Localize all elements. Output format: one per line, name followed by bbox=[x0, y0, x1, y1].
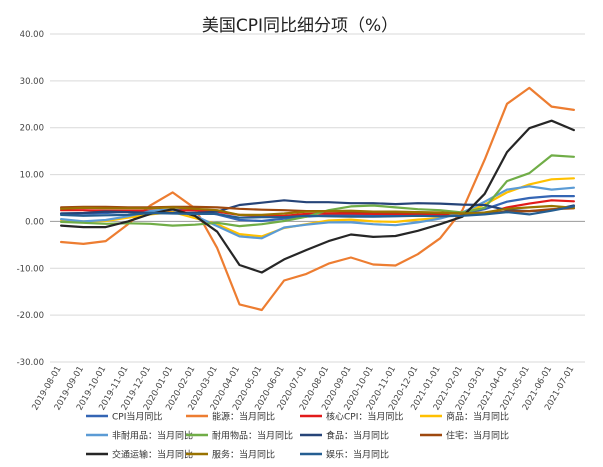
legend-label: 娱乐：当月同比 bbox=[326, 449, 389, 461]
legend-label: 能源：当月同比 bbox=[212, 411, 275, 423]
y-axis-ticks: 40.00 30.00 20.00 10.00 0.00 -10.00 -20.00 -30.… bbox=[17, 30, 44, 368]
y-tick-label: 0.00 bbox=[25, 217, 44, 227]
series-lines bbox=[59, 86, 576, 312]
legend-label: 商品：当月同比 bbox=[446, 411, 509, 423]
series-line bbox=[59, 154, 576, 228]
chart-title: 美国CPI同比细分项（%） bbox=[202, 16, 398, 36]
y-tick-label: -20.00 bbox=[17, 311, 44, 321]
y-tick-label: 30.00 bbox=[20, 77, 44, 87]
legend-label: CPI当月同比 bbox=[112, 411, 162, 423]
legend-label: 非耐用品：当月同比 bbox=[112, 430, 193, 442]
y-tick-label: -30.00 bbox=[17, 358, 44, 368]
legend-label: 交通运输：当月同比 bbox=[112, 449, 193, 461]
series-line bbox=[59, 204, 576, 216]
legend-label: 服务：当月同比 bbox=[212, 449, 275, 461]
series-line bbox=[59, 119, 576, 274]
y-tick-label: 10.00 bbox=[20, 171, 44, 181]
legend-label: 核心CPI：当月同比 bbox=[326, 411, 403, 423]
legend-label: 食品：当月同比 bbox=[326, 430, 389, 442]
y-tick-label: 40.00 bbox=[20, 30, 44, 40]
legend: CPI当月同比 能源：当月同比 核心CPI：当月同比 商品：当月同比非耐用品：当月同比… bbox=[86, 411, 509, 461]
y-tick-label: -10.00 bbox=[17, 264, 44, 274]
legend-label: 耐用物品：当月同比 bbox=[212, 430, 293, 442]
y-tick-label: 20.00 bbox=[20, 124, 44, 134]
series-line bbox=[59, 205, 576, 219]
legend-label: 住宅：当月同比 bbox=[446, 430, 509, 442]
